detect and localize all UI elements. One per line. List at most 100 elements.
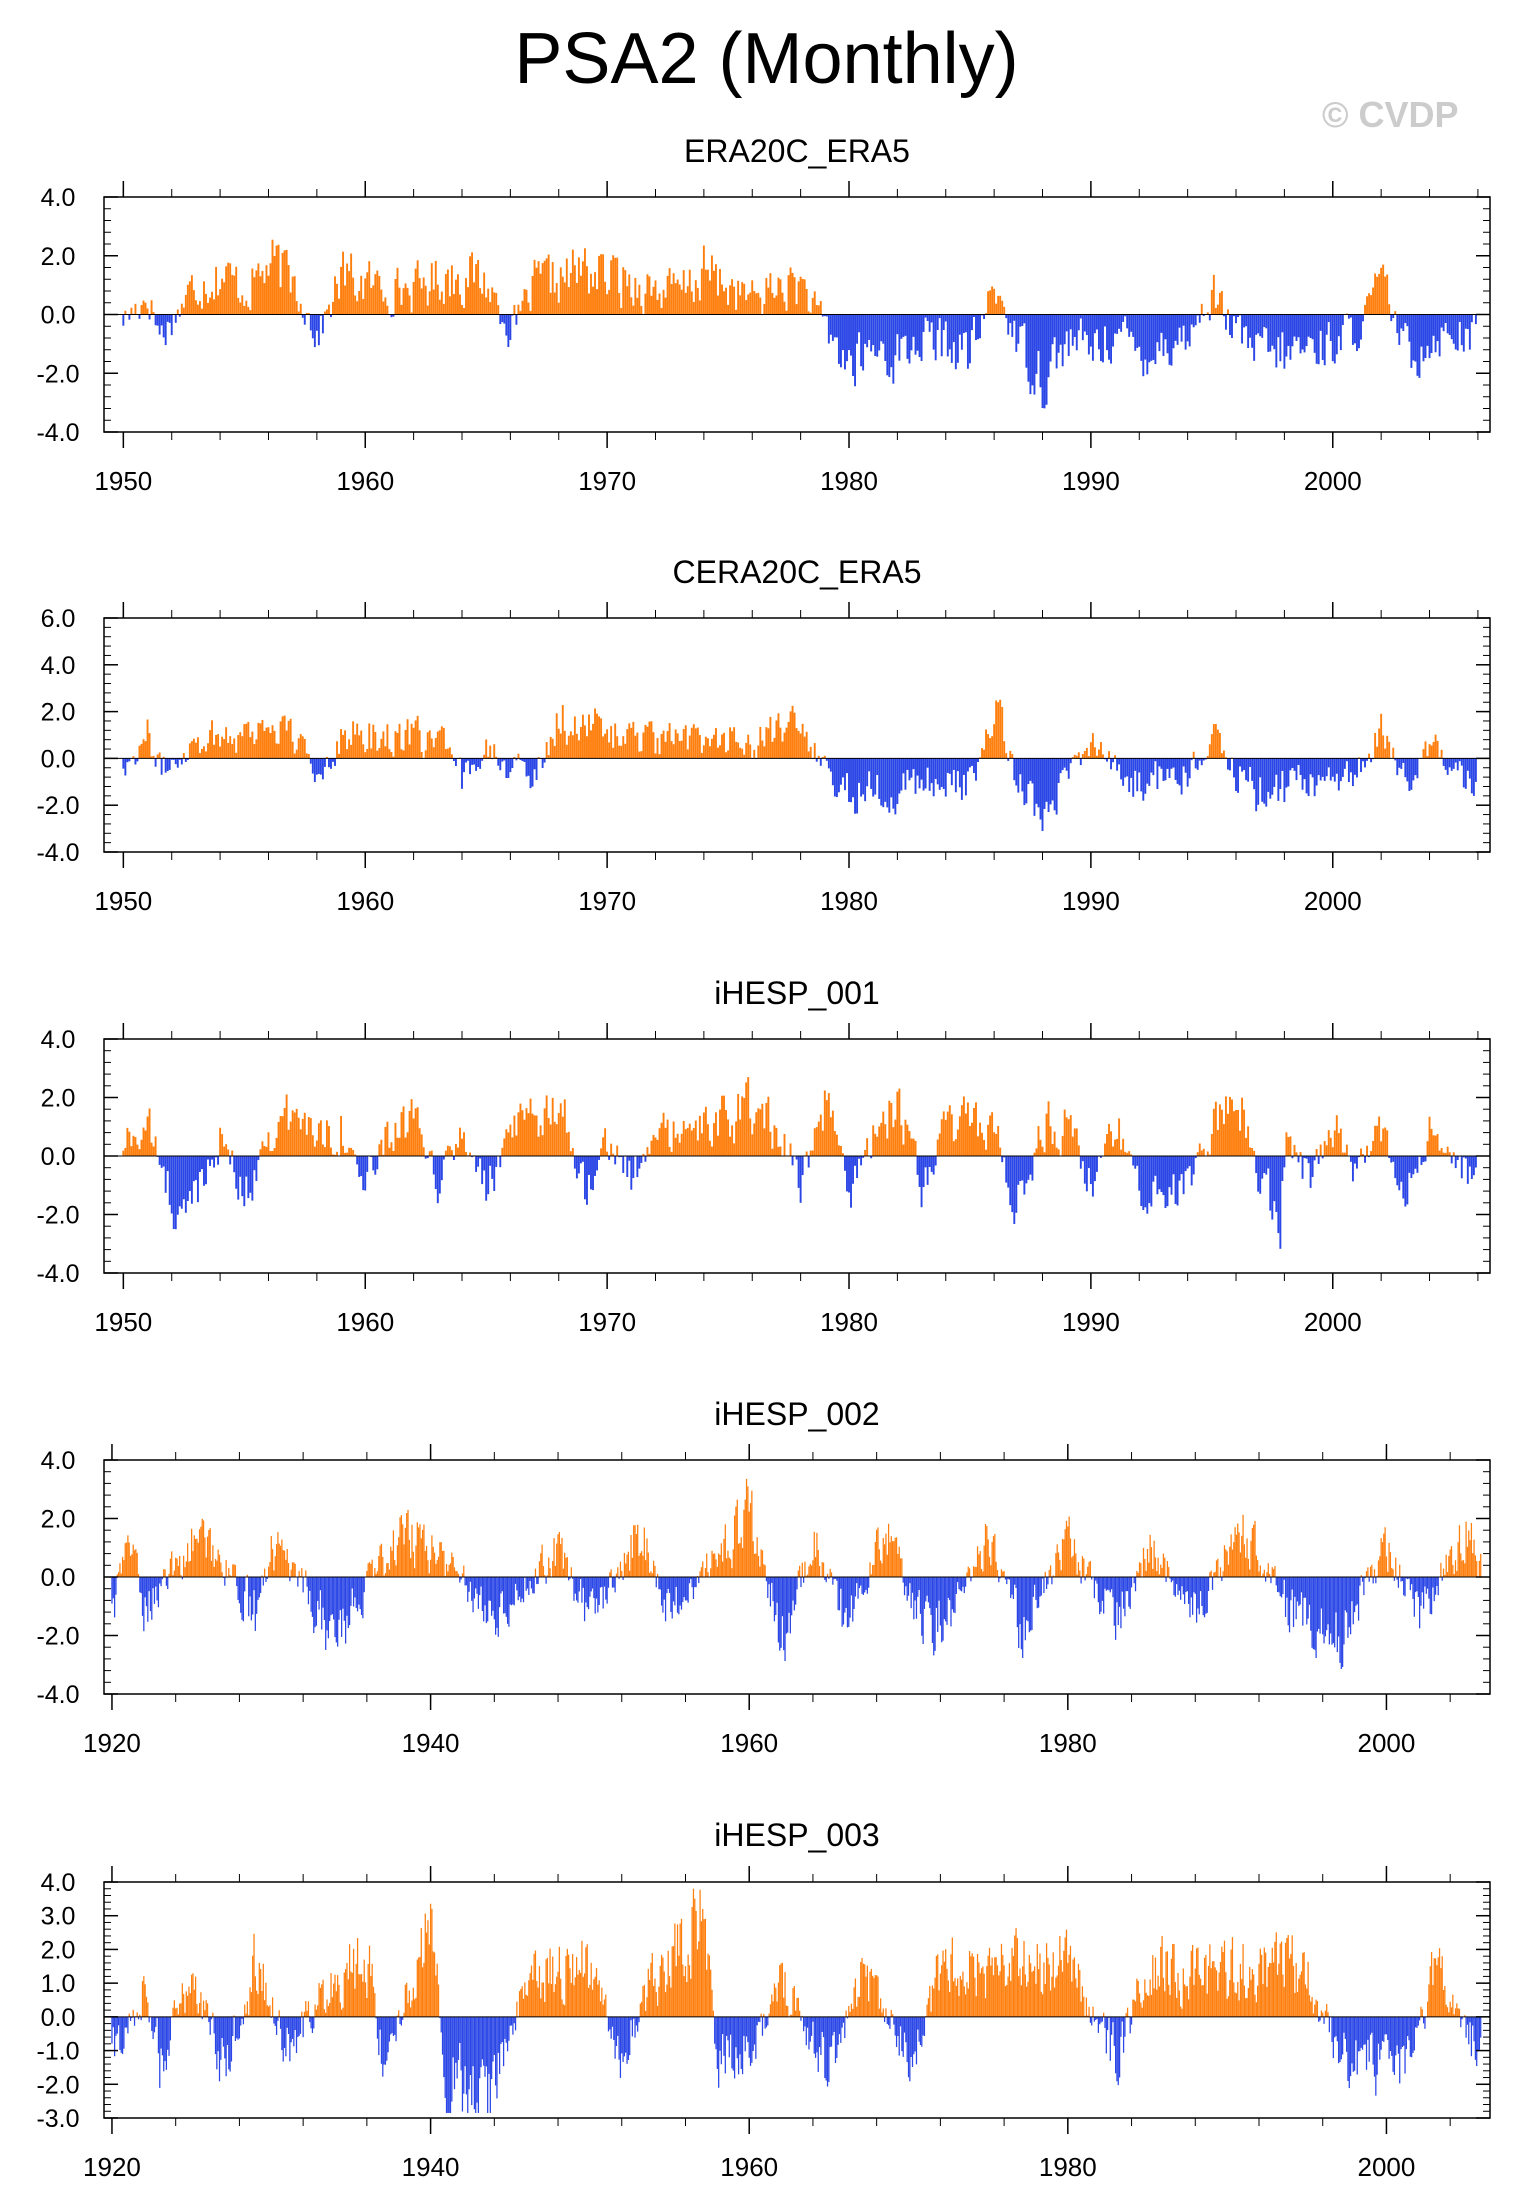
bar-positive <box>696 727 699 759</box>
bar-positive <box>551 738 554 759</box>
bar-negative <box>914 1577 916 1601</box>
bar-positive <box>1144 1559 1146 1577</box>
bar-positive <box>1216 304 1219 315</box>
bar-negative <box>452 1156 455 1161</box>
bar-positive <box>767 287 770 315</box>
bar-positive <box>1372 1140 1375 1156</box>
bar-negative <box>240 1577 242 1613</box>
bar-positive <box>1461 1560 1463 1577</box>
bar-positive <box>1268 1574 1271 1577</box>
bar-positive <box>562 2004 564 2017</box>
bar-positive <box>1063 1950 1065 2017</box>
bar-negative <box>1290 1577 1292 1601</box>
bar-positive <box>682 729 685 759</box>
bar-negative <box>235 1156 238 1189</box>
bar-positive <box>753 749 756 759</box>
bar-negative <box>922 2016 924 2036</box>
bar-positive <box>507 1132 510 1156</box>
bar-positive <box>1055 1977 1057 2017</box>
bar-negative <box>968 758 971 768</box>
bar-positive <box>1112 1146 1115 1156</box>
bar-negative <box>756 2016 758 2026</box>
bar-negative <box>644 1156 647 1162</box>
bar-positive <box>360 275 363 315</box>
bar-positive <box>414 1999 416 2017</box>
bar-negative <box>1450 758 1453 771</box>
bar-positive <box>430 1150 433 1156</box>
bar-negative <box>1177 1577 1179 1595</box>
bar-negative <box>963 1577 965 1594</box>
bar-positive <box>622 267 625 315</box>
bar-positive <box>1065 1929 1068 2017</box>
bar-positive <box>229 263 232 315</box>
bar-negative <box>1235 314 1237 324</box>
bar-negative <box>1468 2016 1470 2045</box>
y-tick-label: 2.0 <box>41 1506 76 1534</box>
bar-negative <box>484 2016 486 2077</box>
bar-positive <box>785 2005 788 2017</box>
bar-positive <box>440 1542 442 1577</box>
bar-positive <box>1257 1985 1259 2017</box>
bar-positive <box>370 1563 372 1577</box>
bar-positive <box>339 2002 341 2017</box>
bar-positive <box>421 1529 424 1577</box>
bar-negative <box>468 1577 470 1592</box>
bar-positive <box>273 1570 275 1577</box>
bar-negative <box>1172 314 1175 349</box>
y-tick-label: -4.0 <box>36 419 79 447</box>
bar-negative <box>1101 1577 1103 1601</box>
bar-positive <box>530 1965 533 2017</box>
bar-positive <box>808 1566 810 1577</box>
bar-positive <box>822 1562 825 1577</box>
bar-positive <box>1103 2012 1105 2017</box>
bar-positive <box>1071 1557 1073 1577</box>
bar-positive <box>1068 1954 1070 2017</box>
bar-positive <box>194 1538 197 1577</box>
bar-positive <box>1039 1139 1042 1156</box>
bar-negative <box>694 1577 696 1588</box>
bar-negative <box>918 1577 920 1591</box>
bar-positive <box>1382 735 1385 759</box>
bar-positive <box>787 721 790 759</box>
bar-positive <box>801 278 804 315</box>
bar-negative <box>394 2016 396 2035</box>
bar-negative <box>164 758 167 773</box>
bar-positive <box>986 1526 988 1577</box>
bar-positive <box>253 744 256 759</box>
bar-negative <box>1178 1577 1180 1591</box>
bar-positive <box>781 292 784 315</box>
bar-negative <box>1211 1577 1214 1590</box>
bar-negative <box>213 2016 215 2034</box>
bar-positive <box>958 1116 961 1156</box>
y-tick-label: 6.0 <box>41 605 76 633</box>
bar-positive <box>1030 1963 1032 2017</box>
bar-positive <box>823 755 826 759</box>
bar-positive <box>1153 1540 1155 1577</box>
bar-positive <box>1184 1984 1186 2017</box>
bar-negative <box>186 758 189 760</box>
bar-negative <box>613 2016 615 2040</box>
bar-negative <box>853 1577 855 1609</box>
bar-negative <box>469 1577 472 1582</box>
bar-negative <box>1165 1577 1167 1582</box>
bar-positive <box>221 1572 223 1577</box>
bar-positive <box>279 721 282 759</box>
bar-negative <box>781 1577 784 1617</box>
bar-positive <box>346 1962 348 2017</box>
bar-negative <box>1320 1577 1323 1609</box>
bar-negative <box>1045 314 1048 405</box>
bar-negative <box>894 758 897 815</box>
bar-negative <box>670 1577 672 1612</box>
bar-positive <box>578 1970 580 2017</box>
bar-positive <box>213 744 216 759</box>
bar-positive <box>1382 1128 1385 1156</box>
bar-negative <box>1261 314 1264 338</box>
bar-negative <box>220 2016 222 2060</box>
bar-negative <box>1053 758 1056 811</box>
bar-positive <box>638 751 641 759</box>
bar-positive <box>1369 1566 1372 1577</box>
bar-negative <box>1344 2016 1346 2039</box>
bar-positive <box>719 269 721 315</box>
bar-negative <box>1304 1577 1307 1598</box>
bar-positive <box>894 1537 896 1577</box>
